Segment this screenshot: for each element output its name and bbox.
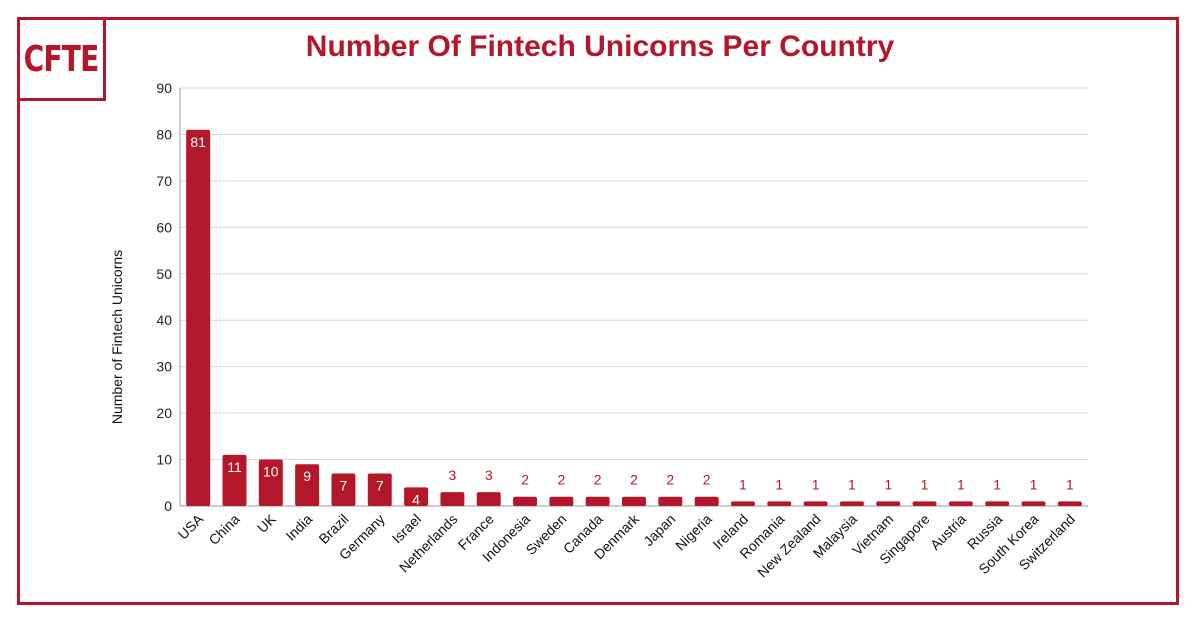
bar-netherlands (440, 492, 465, 506)
data-label: 3 (485, 467, 493, 483)
y-tick-label: 20 (156, 405, 172, 421)
data-label: 1 (775, 476, 783, 492)
y-tick-label: 0 (164, 498, 172, 514)
x-tick-label: Austria (927, 511, 969, 553)
bar-ireland (730, 501, 755, 506)
data-label: 2 (703, 472, 711, 488)
bar-sweden (549, 496, 574, 506)
y-tick-label: 90 (156, 80, 172, 96)
y-tick-label: 50 (156, 266, 172, 282)
x-tick-label: USA (175, 510, 207, 542)
bar-france (476, 492, 501, 506)
data-label: 1 (1030, 476, 1038, 492)
bar-vietnam (876, 501, 901, 506)
y-axis-label: Number of Fintech Unicorns (109, 250, 125, 424)
bar-austria (948, 501, 973, 506)
logo-text: CFTE (24, 38, 100, 80)
y-tick-label: 60 (156, 219, 172, 235)
bar-russia (985, 501, 1010, 506)
bar-malaysia (839, 501, 864, 506)
data-label: 1 (957, 476, 965, 492)
data-label: 1 (993, 476, 1001, 492)
data-label: 1 (921, 476, 929, 492)
data-label: 2 (521, 472, 529, 488)
chart-title: Number Of Fintech Unicorns Per Country (305, 30, 895, 63)
bar-japan (658, 496, 683, 506)
bar-germany (367, 473, 392, 506)
data-label: 2 (630, 472, 638, 488)
x-tick-label: China (205, 511, 242, 548)
x-tick-label: UK (254, 510, 280, 536)
bar-indonesia (513, 496, 538, 506)
bar-singapore (912, 501, 937, 506)
data-label: 7 (340, 477, 348, 493)
y-tick-label: 70 (156, 173, 172, 189)
data-label: 2 (594, 472, 602, 488)
bar-usa (186, 129, 211, 507)
data-label: 1 (884, 476, 892, 492)
bar-canada (585, 496, 610, 506)
bar-new-zealand (803, 501, 828, 506)
data-label: 81 (190, 134, 206, 150)
cfte-logo: CFTE (17, 17, 106, 101)
data-label: 4 (412, 491, 420, 507)
x-tick-label: India (282, 511, 315, 544)
data-label: 3 (449, 467, 457, 483)
data-label: 7 (376, 477, 384, 493)
data-label: 2 (666, 472, 674, 488)
data-label: 11 (227, 459, 242, 475)
y-tick-label: 30 (156, 359, 172, 375)
y-tick-label: 40 (156, 312, 172, 328)
bar-south-korea (1021, 501, 1046, 506)
x-tick-label: Sweden (522, 511, 569, 558)
y-tick-label: 10 (156, 452, 172, 468)
data-label: 1 (812, 476, 820, 492)
bar-china (222, 454, 247, 506)
bar-brazil (331, 473, 356, 506)
bar-israel (404, 487, 429, 506)
bar-uk (258, 459, 283, 506)
data-label: 1 (1066, 476, 1074, 492)
data-label: 2 (557, 472, 565, 488)
data-label: 10 (263, 464, 279, 480)
bar-romania (767, 501, 792, 506)
y-tick-label: 80 (156, 126, 172, 142)
bar-switzerland (1057, 501, 1082, 506)
chart-frame (17, 17, 1179, 605)
data-label: 1 (739, 476, 747, 492)
data-label: 9 (303, 468, 311, 484)
bar-denmark (622, 496, 646, 506)
x-tick-label: Nigeria (672, 511, 715, 554)
bar-nigeria (694, 496, 719, 506)
data-label: 1 (848, 476, 856, 492)
bar-india (295, 464, 320, 506)
